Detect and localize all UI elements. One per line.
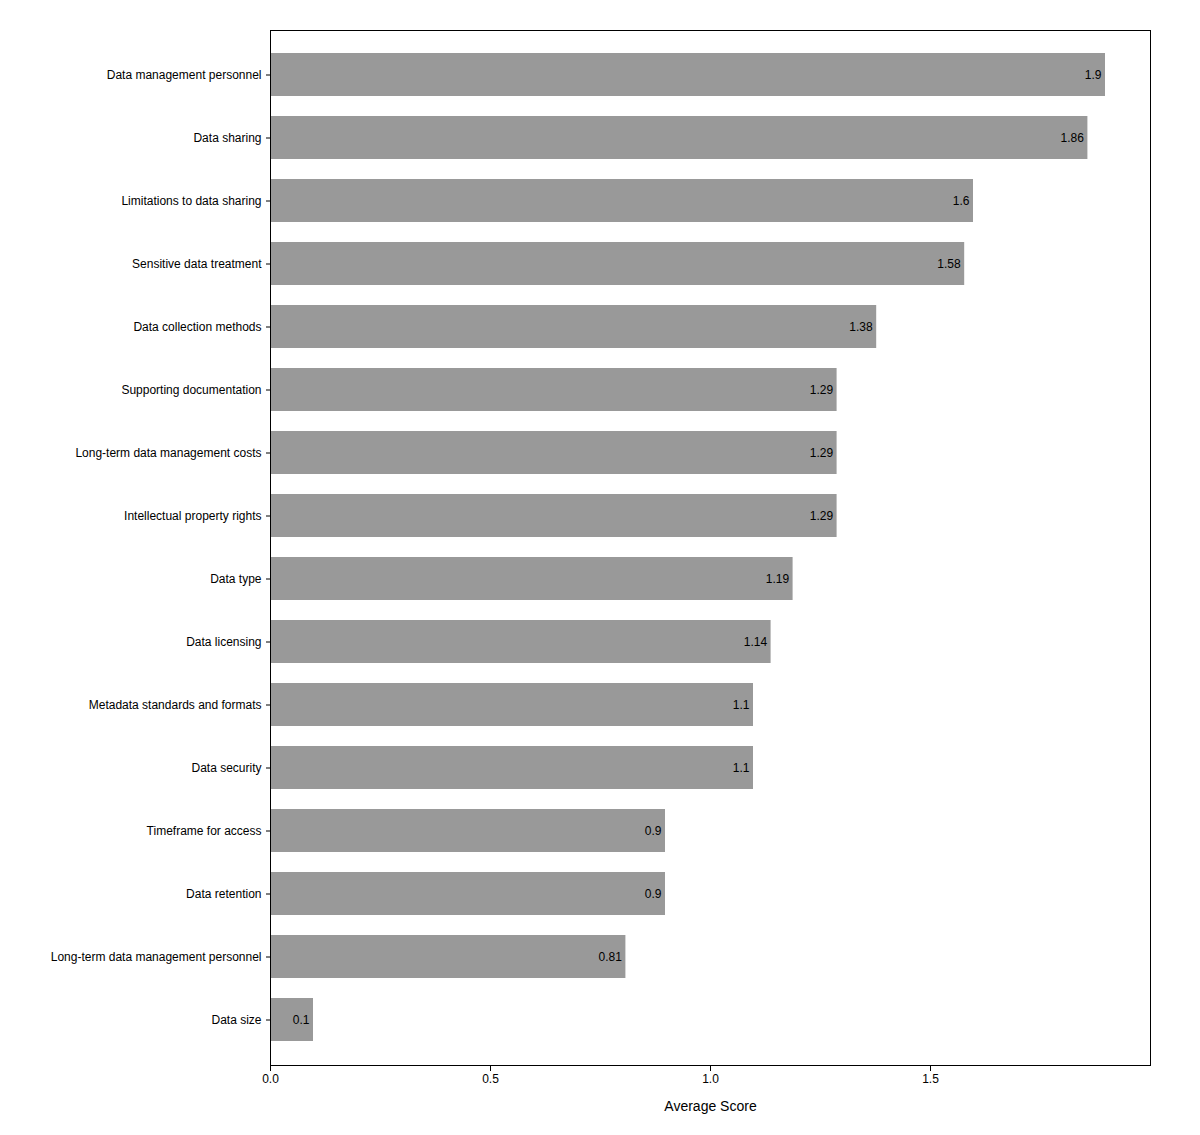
svg-text:1.38: 1.38	[849, 320, 873, 334]
svg-text:1.29: 1.29	[810, 509, 834, 523]
svg-text:Data management personnel: Data management personnel	[107, 68, 262, 82]
svg-text:1.29: 1.29	[810, 446, 834, 460]
svg-text:Supporting documentation: Supporting documentation	[121, 383, 261, 397]
svg-text:1.0: 1.0	[702, 1072, 719, 1086]
svg-text:1.19: 1.19	[766, 572, 790, 586]
svg-text:1.1: 1.1	[733, 698, 750, 712]
svg-text:1.1: 1.1	[733, 761, 750, 775]
svg-text:Data size: Data size	[211, 1013, 261, 1027]
svg-text:Data licensing: Data licensing	[186, 635, 261, 649]
svg-text:Long-term data management cost: Long-term data management costs	[75, 446, 261, 460]
svg-text:1.14: 1.14	[744, 635, 768, 649]
svg-text:Sensitive data treatment: Sensitive data treatment	[132, 257, 262, 271]
svg-text:Data type: Data type	[210, 572, 262, 586]
svg-text:1.86: 1.86	[1061, 131, 1085, 145]
svg-text:Limitations to data sharing: Limitations to data sharing	[121, 194, 261, 208]
svg-text:Intellectual property rights: Intellectual property rights	[124, 509, 261, 523]
svg-text:Timeframe for access: Timeframe for access	[147, 824, 262, 838]
svg-text:Data security: Data security	[191, 761, 261, 775]
svg-text:1.5: 1.5	[922, 1072, 939, 1086]
svg-text:0.9: 0.9	[645, 887, 662, 901]
svg-text:Metadata standards and formats: Metadata standards and formats	[89, 698, 262, 712]
svg-text:1.9: 1.9	[1085, 68, 1102, 82]
svg-text:Long-term data management pers: Long-term data management personnel	[51, 950, 262, 964]
svg-text:0.9: 0.9	[645, 824, 662, 838]
svg-text:0.81: 0.81	[599, 950, 623, 964]
svg-text:Data retention: Data retention	[186, 887, 261, 901]
svg-text:0.5: 0.5	[482, 1072, 499, 1086]
svg-text:Data collection methods: Data collection methods	[133, 320, 261, 334]
svg-text:1.58: 1.58	[937, 257, 961, 271]
svg-text:1.6: 1.6	[953, 194, 970, 208]
svg-text:0.1: 0.1	[293, 1013, 310, 1027]
svg-text:1.29: 1.29	[810, 383, 834, 397]
svg-text:Data sharing: Data sharing	[193, 131, 261, 145]
svg-text:0.0: 0.0	[262, 1072, 279, 1086]
svg-text:Average Score: Average Score	[664, 1098, 757, 1114]
